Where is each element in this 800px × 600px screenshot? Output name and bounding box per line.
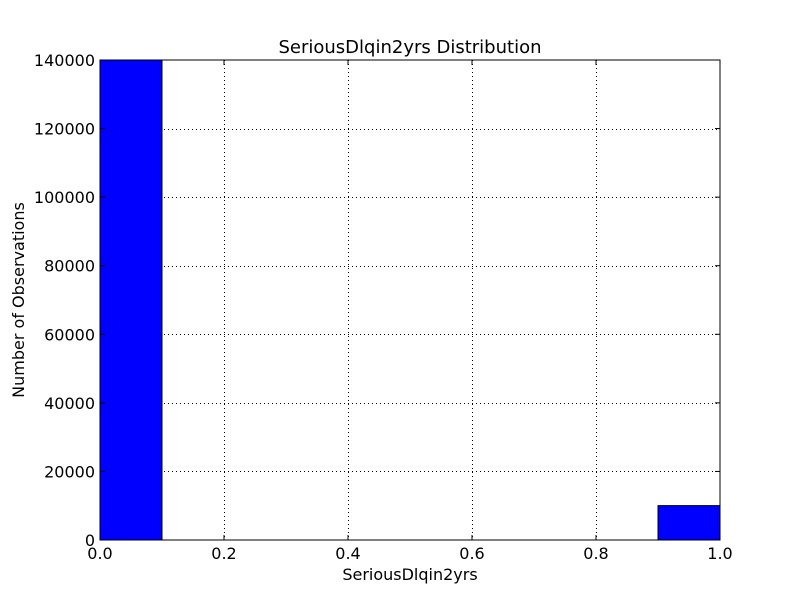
bars-layer [99,59,721,541]
y-tick-label: 60000 [44,325,95,344]
x-tick-label: 1.0 [707,544,732,563]
chart-title: SeriousDlqin2yrs Distribution [278,37,541,58]
grid-layer [100,60,720,540]
x-tick-label: 0.2 [211,544,236,563]
y-tick-label: 100000 [34,188,95,207]
ticks-layer: 0.0 0.2 0.4 0.6 0.8 1.0 0 20000 40000 60000 80000 1… [34,51,733,563]
plot-frame [99,59,721,541]
histogram-bar-0 [99,59,163,541]
y-tick-label: 20000 [44,462,95,481]
histogram-bar-9 [657,505,721,541]
y-tick-label: 80000 [44,257,95,276]
y-axis-label: Number of Observations [9,202,28,398]
x-tick-label: 0.4 [335,544,360,563]
x-tick-label: 0.0 [87,544,112,563]
y-tick-label: 140000 [34,51,95,70]
x-tick-label: 0.8 [583,544,608,563]
y-tick-label: 120000 [34,120,95,139]
x-axis-label: SeriousDlqin2yrs [342,565,477,584]
x-tick-label: 0.6 [459,544,484,563]
y-tick-label: 0 [85,531,95,550]
y-tick-label: 40000 [44,394,95,413]
